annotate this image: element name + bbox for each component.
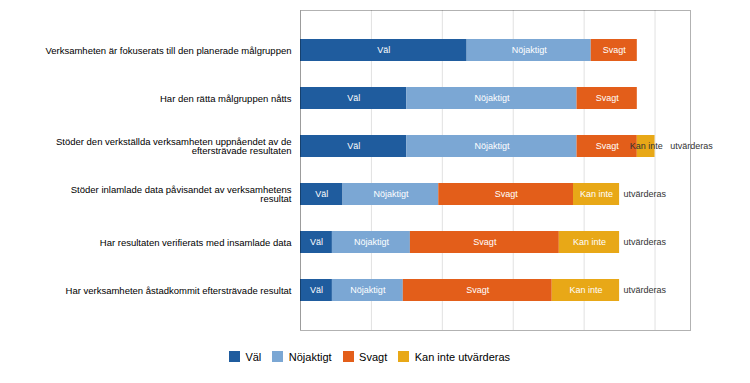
- html-text:Kan inte utvärderas: Kan inte utvärderas: [414, 350, 511, 363]
- svg-text:Väl: Väl: [310, 285, 323, 295]
- html-text:Svagt: Svagt: [359, 350, 388, 363]
- svg-text:Väl: Väl: [315, 189, 328, 199]
- svg-text:Nöjaktigt: Nöjaktigt: [474, 93, 510, 103]
- svg-text:Nöjaktigt: Nöjaktigt: [474, 141, 510, 151]
- svg-text:Kan inte: Kan inte: [630, 141, 663, 151]
- svg-text:utvärderas: utvärderas: [670, 141, 713, 151]
- svg-text:Kan inte: Kan inte: [573, 237, 606, 247]
- svg-text:Nöjaktigt: Nöjaktigt: [354, 237, 390, 247]
- svg-text:utvärderas: utvärderas: [624, 285, 667, 295]
- svg-text:Svagt: Svagt: [603, 45, 627, 55]
- svg-text:Stöder den verkställda verksam: Stöder den verkställda verksamheten uppn…: [56, 136, 292, 156]
- svg-text:Nöjaktigt: Nöjaktigt: [373, 189, 409, 199]
- html-text:Väl: Väl: [245, 350, 262, 363]
- svg-text:Svagt: Svagt: [596, 141, 620, 151]
- svg-text:Nöjaktigt: Nöjaktigt: [350, 285, 386, 295]
- svg-text:Svagt: Svagt: [466, 285, 490, 295]
- svg-text:Svagt: Svagt: [473, 237, 497, 247]
- svg-text:Har verksamheten åstadkommit e: Har verksamheten åstadkommit eftersträva…: [66, 285, 292, 296]
- svg-text:utvärderas: utvärderas: [624, 189, 667, 199]
- svg-text:utvärderas: utvärderas: [624, 237, 667, 247]
- svg-text:Nöjaktigt: Nöjaktigt: [512, 45, 548, 55]
- svg-text:Verksamheten är fokuserats til: Verksamheten är fokuserats till den plan…: [45, 45, 291, 56]
- svg-text:Har resultaten verifierats med: Har resultaten verifierats med insamlade…: [100, 237, 292, 248]
- svg-text:Kan inte: Kan inte: [569, 285, 602, 295]
- svg-text:Kan inte: Kan inte: [580, 189, 613, 199]
- svg-text:Svagt: Svagt: [596, 93, 620, 103]
- svg-text:Väl: Väl: [347, 93, 360, 103]
- svg-text:Stöder inlamlade data påvisand: Stöder inlamlade data påvisandet av verk…: [71, 184, 292, 205]
- html-text:Nöjaktigt: Nöjaktigt: [288, 350, 332, 363]
- svg-text:Väl: Väl: [310, 237, 323, 247]
- svg-text:Har den rätta målgruppen nåtts: Har den rätta målgruppen nåtts: [160, 93, 292, 104]
- svg-text:Väl: Väl: [377, 45, 390, 55]
- svg-text:Svagt: Svagt: [495, 189, 519, 199]
- svg-text:Väl: Väl: [347, 141, 360, 151]
